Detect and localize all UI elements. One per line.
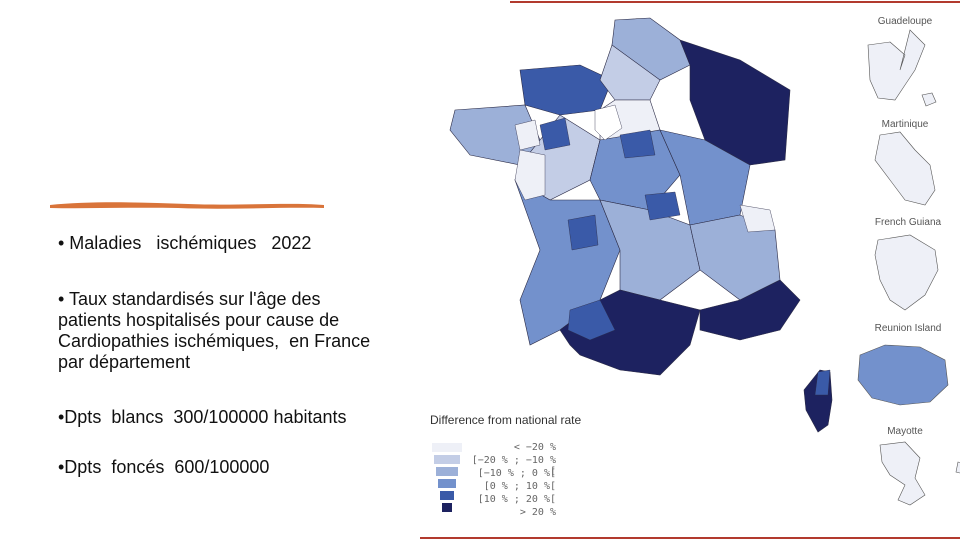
bullet-disease-year: • Maladies ischémiques 2022	[58, 233, 312, 253]
legend-swatch-3	[436, 467, 458, 476]
inset-label-martinique: Martinique	[881, 119, 929, 130]
legend-label-3: [−10 % ; 0 %[	[477, 468, 556, 479]
legend-label-1: < −20 %	[513, 442, 556, 453]
guiana-shape	[874, 234, 939, 311]
region-paca	[699, 279, 801, 341]
legend-swatch-6	[442, 503, 452, 512]
dept-dark-1	[539, 117, 571, 151]
martinique-shape	[874, 131, 936, 206]
bottom-rule	[420, 537, 960, 539]
legend-label-6: > 20 %	[519, 507, 556, 518]
inset-label-guiana: French Guiana	[874, 217, 942, 228]
bullet-dark-depts: •Dpts foncés 600/100000	[58, 457, 270, 477]
legend-swatch-5	[440, 491, 454, 500]
france-department-map	[432, 17, 960, 512]
guadeloupe-shape	[867, 29, 926, 101]
legend-label-5: [10 % ; 20 %[	[477, 494, 556, 505]
reunion-shape	[857, 344, 949, 406]
mayotte-islet	[955, 461, 960, 474]
inset-label-mayotte: Mayotte	[887, 426, 923, 437]
legend-title: Difference from national rate	[430, 413, 582, 427]
corsica-north	[814, 369, 831, 396]
dept-light-4	[514, 149, 546, 201]
region-normandie	[519, 64, 613, 116]
dept-dark-2	[619, 129, 656, 159]
brush-stroke-divider	[50, 202, 324, 209]
guadeloupe-islet	[921, 92, 937, 107]
dept-dark-5	[567, 299, 616, 341]
bullet-white-depts: •Dpts blancs 300/100000 habitants	[58, 407, 347, 427]
dept-light-3	[739, 204, 776, 233]
dept-light-2	[514, 119, 541, 151]
legend-swatches	[432, 443, 462, 512]
dept-dark-4	[567, 214, 599, 251]
dept-dark-3	[644, 191, 681, 221]
top-rule	[510, 1, 960, 3]
legend-label-4: [0 % ; 10 %[	[483, 481, 556, 492]
dept-light-1	[594, 104, 623, 141]
legend-swatch-1	[432, 443, 462, 452]
inset-label-guadeloupe: Guadeloupe	[877, 16, 933, 27]
mayotte-shape	[879, 441, 926, 506]
bullet-rate-description: • Taux standardisés sur l'âge des patien…	[58, 289, 376, 372]
inset-label-reunion: Reunion Island	[874, 323, 942, 334]
legend-swatch-4	[438, 479, 456, 488]
legend-label-2: [−20 % ; −10 %[	[471, 455, 556, 477]
legend-swatch-2	[434, 455, 460, 464]
